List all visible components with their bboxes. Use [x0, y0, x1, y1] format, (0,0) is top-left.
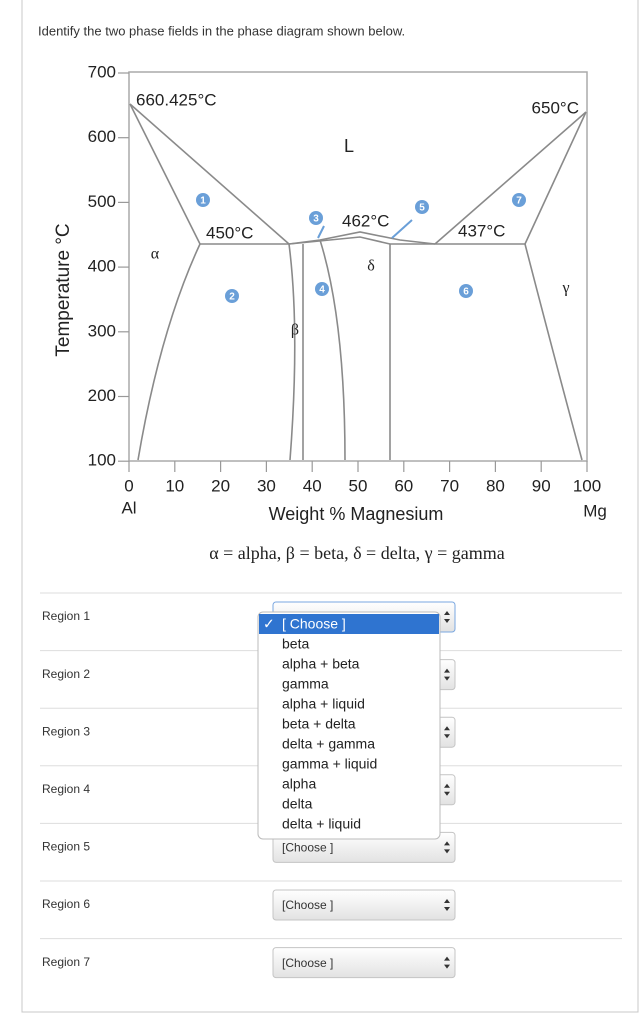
y-axis-label: Temperature °C — [53, 223, 74, 356]
solvus — [137, 243, 201, 461]
delta-boundary — [319, 239, 346, 461]
y-tick-label: 600 — [88, 127, 116, 146]
dropdown-option[interactable]: beta + delta — [282, 716, 356, 732]
row-label: Region 7 — [42, 955, 90, 969]
x-tick-label: 10 — [165, 476, 184, 495]
select[interactable] — [272, 889, 456, 921]
solidus — [288, 236, 391, 245]
x-tick-label: 30 — [257, 476, 276, 495]
dropdown-option[interactable]: alpha + beta — [282, 656, 360, 672]
x-tick-label: 70 — [440, 476, 459, 495]
region-marker — [315, 282, 329, 296]
x-tick-label: 50 — [349, 476, 368, 495]
pointer — [391, 219, 413, 239]
question-text: Identify the two phase fields in the pha… — [38, 23, 405, 38]
select-arrows — [444, 726, 450, 739]
legend: α = alpha, β = beta, δ = delta, γ = gamm… — [209, 543, 505, 563]
region-marker — [459, 284, 473, 298]
dropdown-list — [257, 611, 441, 840]
x-tick-label: 100 — [573, 476, 601, 495]
region-marker-label: 1 — [200, 196, 206, 207]
solidus — [129, 103, 201, 245]
y-tick-label: 200 — [88, 386, 116, 405]
phase-label: δ — [367, 258, 375, 275]
y-tick-label: 100 — [88, 451, 116, 470]
region-marker-label: 6 — [463, 287, 469, 298]
dropdown-option[interactable]: gamma — [282, 676, 329, 692]
y-tick-label: 300 — [88, 321, 116, 340]
temperature-label: 650°C — [532, 98, 579, 117]
x-tick-label: 90 — [532, 476, 551, 495]
region-marker-label: 2 — [229, 292, 235, 303]
element-label: Mg — [583, 501, 607, 520]
region-marker — [512, 193, 526, 207]
dropdown-option[interactable]: delta + liquid — [282, 816, 361, 832]
plot-frame — [128, 71, 588, 462]
region-marker — [225, 289, 239, 303]
dropdown-option[interactable]: alpha — [282, 776, 316, 792]
x-tick-label: 0 — [124, 476, 133, 495]
x-axis-label: Weight % Magnesium — [269, 504, 444, 524]
region-marker — [196, 193, 210, 207]
x-tick-label: 60 — [394, 476, 413, 495]
dropdown-option[interactable]: delta + gamma — [282, 736, 375, 752]
select-value: [Choose ] — [282, 898, 333, 912]
row-label: Region 6 — [42, 897, 90, 911]
select-arrows — [444, 899, 450, 911]
x-tick-label: 20 — [211, 476, 230, 495]
select-arrows — [444, 783, 450, 796]
dropdown-option[interactable]: alpha + liquid — [282, 696, 365, 712]
temperature-label: 437°C — [458, 221, 505, 240]
liquidus — [434, 111, 587, 245]
row-label: Region 4 — [42, 782, 90, 796]
y-tick-label: 500 — [88, 192, 116, 211]
region-marker-label: 3 — [313, 214, 319, 225]
phase-diagram — [128, 71, 588, 462]
element-label: Al — [121, 498, 136, 517]
phase-label: α — [151, 246, 160, 263]
solvus — [524, 243, 583, 461]
phase-label: L — [344, 136, 354, 156]
temperature-label: 450°C — [206, 223, 253, 242]
region-marker-label: 5 — [419, 203, 425, 214]
row-label: Region 2 — [42, 667, 90, 681]
row-label: Region 5 — [42, 840, 90, 854]
solidus — [524, 111, 587, 245]
x-tick-label: 40 — [303, 476, 322, 495]
dropdown-highlight[interactable] — [259, 614, 439, 634]
select[interactable] — [272, 947, 456, 979]
x-tick-label: 80 — [486, 476, 505, 495]
region-marker — [309, 211, 323, 225]
liquidus — [129, 103, 290, 245]
checkmark: ✓ — [263, 616, 275, 632]
dropdown-option[interactable]: gamma + liquid — [282, 756, 377, 772]
dropdown-option[interactable]: delta — [282, 796, 313, 812]
dropdown-option[interactable]: [ Choose ] — [282, 616, 346, 632]
region-marker-label: 4 — [319, 285, 325, 296]
y-tick-label: 700 — [88, 62, 116, 81]
select-arrows — [444, 668, 450, 681]
dropdown-option[interactable]: beta — [282, 636, 309, 652]
select-arrows — [444, 611, 450, 623]
pointer — [317, 225, 325, 239]
temperature-label: 462°C — [342, 211, 389, 230]
select-arrows — [444, 956, 450, 969]
temperature-label: 660.425°C — [136, 90, 217, 109]
y-tick-label: 400 — [88, 257, 116, 276]
phase-label: γ — [561, 280, 569, 297]
select-arrows — [444, 841, 450, 854]
beta-boundary — [288, 243, 296, 461]
row-label: Region 1 — [42, 609, 90, 623]
phase-label: β — [291, 322, 299, 339]
region-marker-label: 7 — [516, 196, 522, 207]
row-label: Region 3 — [42, 724, 90, 738]
select-value: [Choose ] — [282, 841, 333, 855]
region-marker — [415, 200, 429, 214]
select-value: [Choose ] — [282, 956, 333, 970]
